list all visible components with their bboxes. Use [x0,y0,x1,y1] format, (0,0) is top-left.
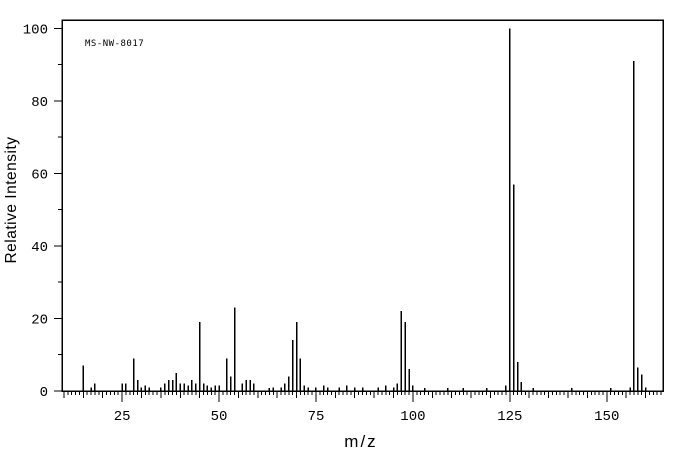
y-tick-label: 100 [23,22,48,38]
y-tick-label: 60 [31,167,48,183]
y-axis-tick-labels: 0 20 40 60 80 100 [23,22,48,401]
x-axis-title: m/z [344,432,377,451]
spectrum-bars [82,28,647,391]
x-tick-label: 150 [594,409,619,425]
x-tick-label: 25 [114,409,131,425]
plot-border [61,19,664,392]
y-axis-ticks [54,27,62,392]
watermark-label: MS-NW-8017 [85,39,144,49]
x-axis-ticks [63,391,662,402]
y-tick-label: 20 [31,312,48,328]
x-tick-label: 50 [211,409,228,425]
x-tick-label: 75 [308,409,325,425]
y-tick-label: 0 [40,385,48,401]
x-axis-tick-labels: 25 50 75 100 125 150 [114,409,620,425]
x-tick-label: 100 [400,409,425,425]
y-tick-label: 80 [31,95,48,111]
y-tick-label: 40 [31,240,48,256]
y-axis-title: Relative Intensity [3,136,20,263]
x-tick-label: 125 [497,409,522,425]
